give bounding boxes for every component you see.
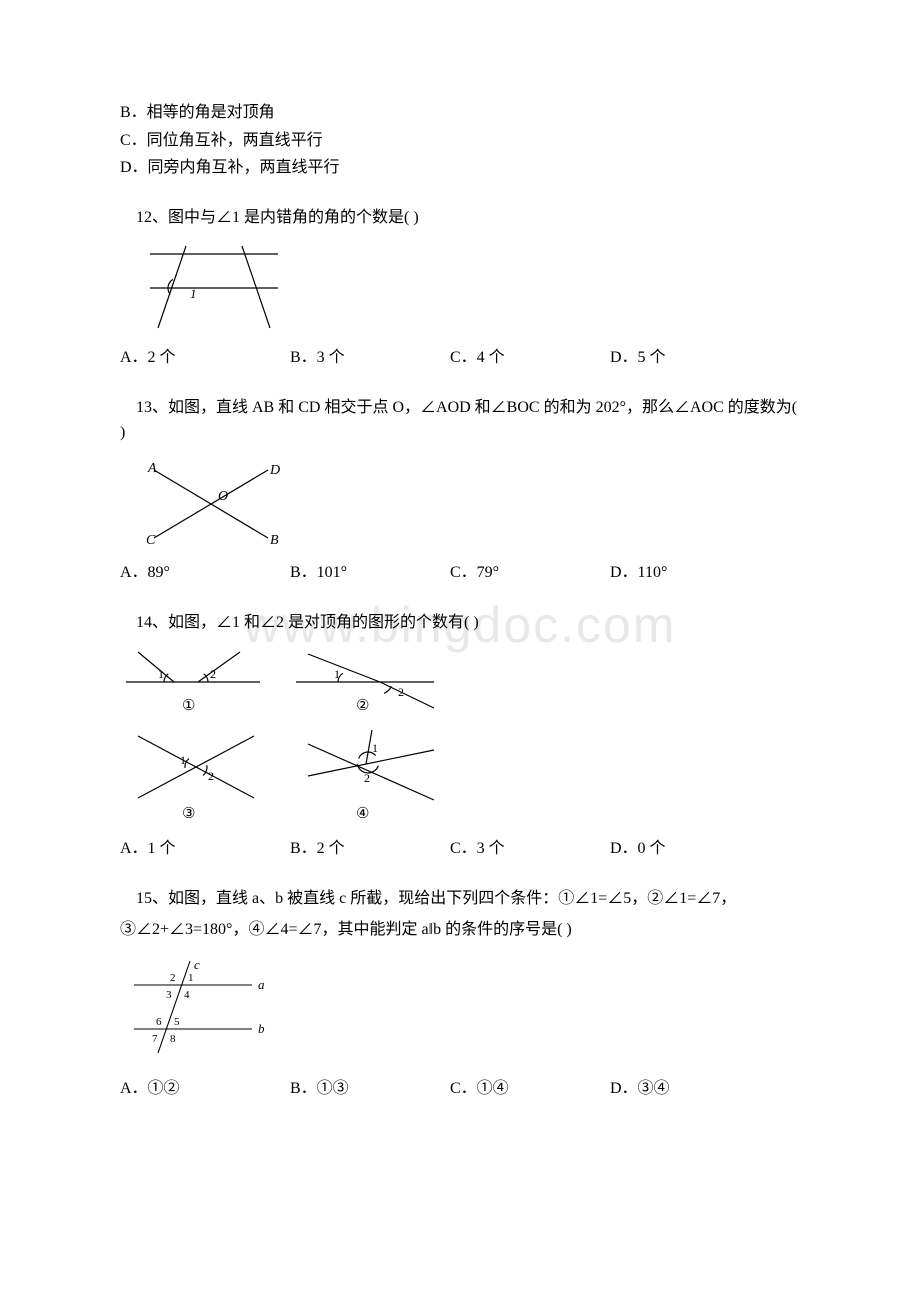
q13-figure: A D O C B [120, 452, 800, 557]
q15-text1: 15、如图，直线 a、b 被直线 c 所截，现给出下列四个条件：①∠1=∠5，②… [120, 886, 800, 912]
svg-text:1: 1 [180, 753, 186, 767]
question-12: 12、图中与∠1 是内错角的角的个数是( ) 1 A．2 个 B．3 个 C．4… [120, 205, 800, 371]
svg-text:1: 1 [190, 286, 197, 301]
q15-text2: ③∠2+∠3=180°，④∠4=∠7，其中能判定 a‖b 的条件的序号是( ) [120, 917, 800, 943]
svg-text:C: C [146, 533, 156, 548]
q13-opt-c: C．79° [450, 560, 610, 586]
q13-opt-d: D．110° [610, 560, 770, 586]
q11-option-c: C．同位角互补，两直线平行 [120, 128, 800, 154]
question-13: 13、如图，直线 AB 和 CD 相交于点 O，∠AOD 和∠BOC 的和为 2… [120, 395, 800, 586]
svg-text:O: O [218, 489, 228, 504]
svg-text:1: 1 [188, 972, 194, 984]
q14-opt-a: A．1 个 [120, 836, 290, 862]
q13-opt-a: A．89° [120, 560, 290, 586]
question-14: 14、如图，∠1 和∠2 是对顶角的图形的个数有( ) 1 2 ① 1 2 ② 1 2 ③ 1 2 ④… [120, 610, 800, 862]
q11-option-b: B．相等的角是对顶角 [120, 100, 800, 126]
q14-opt-d: D．0 个 [610, 836, 770, 862]
svg-text:a: a [258, 977, 265, 992]
q11-option-d: D．同旁内角互补，两直线平行 [120, 155, 800, 181]
svg-text:④: ④ [356, 806, 369, 822]
svg-text:2: 2 [170, 972, 176, 984]
q14-text: 14、如图，∠1 和∠2 是对顶角的图形的个数有( ) [120, 610, 800, 636]
svg-text:②: ② [356, 698, 369, 714]
svg-text:1: 1 [334, 667, 340, 681]
q15-opt-a: A．①② [120, 1076, 290, 1102]
svg-text:3: 3 [166, 989, 172, 1001]
q14-opt-b: B．2 个 [290, 836, 450, 862]
q12-opt-d: D．5 个 [610, 345, 770, 371]
svg-text:1: 1 [372, 741, 378, 755]
svg-text:6: 6 [156, 1016, 162, 1028]
q13-options: A．89° B．101° C．79° D．110° [120, 560, 800, 586]
q12-opt-c: C．4 个 [450, 345, 610, 371]
q14-figure: 1 2 ① 1 2 ② 1 2 ③ 1 2 ④ [120, 642, 800, 833]
q14-opt-c: C．3 个 [450, 836, 610, 862]
svg-text:B: B [270, 533, 279, 548]
q15-opt-d: D．③④ [610, 1076, 770, 1102]
q15-figure: c a b 21 34 65 78 [120, 957, 800, 1066]
q12-opt-a: A．2 个 [120, 345, 290, 371]
svg-text:7: 7 [152, 1033, 158, 1045]
q13-text: 13、如图，直线 AB 和 CD 相交于点 O，∠AOD 和∠BOC 的和为 2… [120, 395, 800, 446]
q12-figure: 1 [120, 236, 800, 341]
svg-text:b: b [258, 1021, 265, 1036]
q15-opt-c: C．①④ [450, 1076, 610, 1102]
svg-text:①: ① [182, 698, 195, 714]
question-15: 15、如图，直线 a、b 被直线 c 所截，现给出下列四个条件：①∠1=∠5，②… [120, 886, 800, 1101]
q12-options: A．2 个 B．3 个 C．4 个 D．5 个 [120, 345, 800, 371]
page-content: B．相等的角是对顶角 C．同位角互补，两直线平行 D．同旁内角互补，两直线平行 … [120, 100, 800, 1101]
svg-text:2: 2 [210, 667, 216, 681]
q12-text: 12、图中与∠1 是内错角的角的个数是( ) [120, 205, 800, 231]
svg-text:③: ③ [182, 806, 195, 822]
q12-opt-b: B．3 个 [290, 345, 450, 371]
svg-text:4: 4 [184, 989, 190, 1001]
svg-text:1: 1 [158, 667, 164, 681]
svg-text:2: 2 [398, 685, 404, 699]
svg-text:A: A [147, 461, 157, 476]
svg-text:5: 5 [174, 1016, 180, 1028]
svg-text:2: 2 [364, 771, 370, 785]
q13-opt-b: B．101° [290, 560, 450, 586]
q15-options: A．①② B．①③ C．①④ D．③④ [120, 1076, 800, 1102]
svg-text:2: 2 [208, 769, 214, 783]
q15-opt-b: B．①③ [290, 1076, 450, 1102]
q14-options: A．1 个 B．2 个 C．3 个 D．0 个 [120, 836, 800, 862]
svg-text:D: D [269, 463, 280, 478]
svg-text:8: 8 [170, 1033, 176, 1045]
svg-text:c: c [194, 957, 200, 972]
